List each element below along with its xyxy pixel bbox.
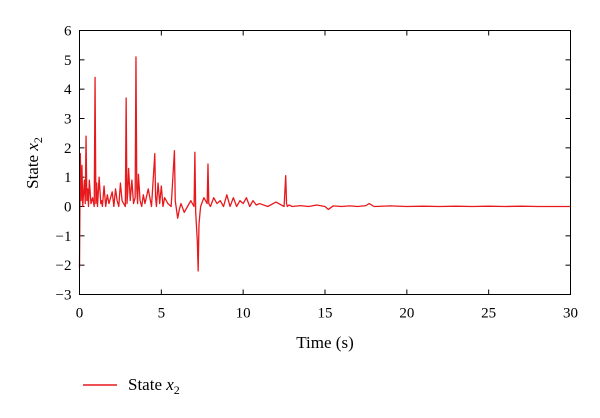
series-layer: [78, 56, 571, 272]
y-axis-title: State x2: [23, 137, 45, 189]
y-tick-label: 4: [64, 82, 72, 98]
y-axis: 6 5 4 3 2 1 0 −1 −2 −3: [56, 24, 571, 304]
x-axis-title: Time (s): [296, 333, 353, 352]
series-line-0: [78, 56, 571, 272]
y-tick-label: −2: [56, 258, 72, 274]
y-tick-label: 3: [64, 112, 72, 128]
plot-frame: [79, 30, 571, 295]
y-tick-label: 0: [64, 200, 72, 216]
x-tick-label: 15: [318, 306, 333, 322]
x-axis: 0 5 10 15 20 25 30: [76, 30, 578, 322]
y-tick-label: 2: [64, 141, 72, 157]
x-tick-label: 20: [399, 306, 414, 322]
x-tick-label: 10: [236, 306, 251, 322]
y-tick-label: 1: [64, 170, 72, 186]
x-tick-label: 30: [563, 306, 578, 322]
y-tick-label: −1: [56, 229, 72, 245]
legend-label: State x2: [128, 375, 180, 397]
x-tick-label: 25: [481, 306, 496, 322]
y-tick-label: 6: [64, 24, 72, 40]
y-tick-label: −3: [56, 288, 72, 304]
y-tick-label: 5: [64, 53, 72, 69]
legend: State x2: [83, 375, 180, 397]
x-tick-label: 0: [76, 306, 84, 322]
x-tick-label: 5: [158, 306, 166, 322]
